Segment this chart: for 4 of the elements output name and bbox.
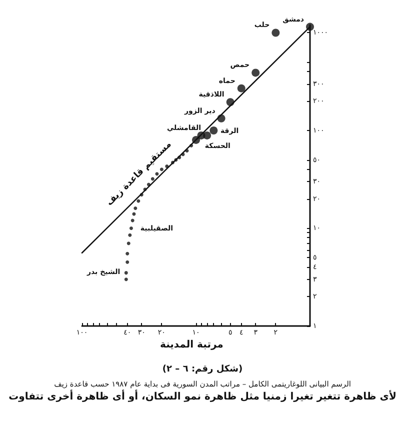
x-axis-title: مرتبة المدينة	[160, 340, 224, 350]
text: (شكل رقم: ٦ – ٢)	[162, 364, 243, 374]
text: لأى ظاهرة تتغير تغيرا زمنيا مثل ظاهرة نمو السكان، أو أى ظاهرة أخرى تتفاوت	[8, 390, 396, 402]
text: مستقيم قاعدة زيف	[104, 140, 174, 208]
